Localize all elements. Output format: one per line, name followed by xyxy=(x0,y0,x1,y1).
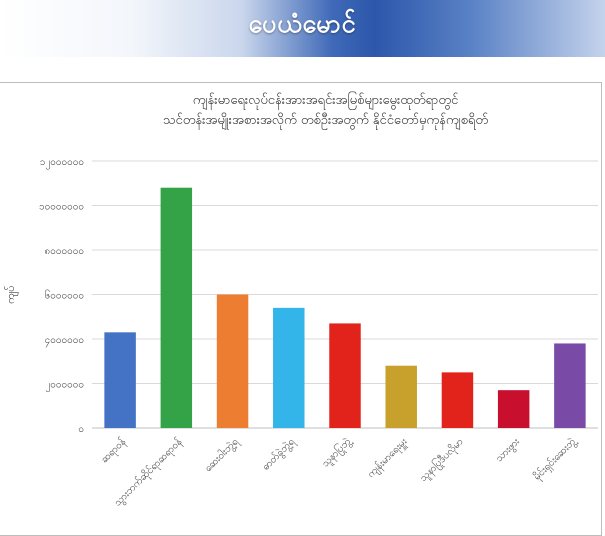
x-tick-label: သားဖွား xyxy=(494,436,524,466)
chart-title-line-2: သင်တန်းအမျိုးအစားအလိုက် တစ်ဦးအတွက် နိုင်… xyxy=(162,113,489,128)
bar xyxy=(329,323,361,428)
chart-container: ကျန်းမာရေးလုပ်ငန်းအားအရင်းအမြစ်များမွေးထ… xyxy=(0,82,602,536)
header-banner: ပေယံမောင် xyxy=(0,0,605,57)
banner-title: ပေယံမောင် xyxy=(248,9,357,38)
y-tick-label: ၆၀၀၀၀၀၀ xyxy=(45,289,84,302)
y-tick-label: ၈၀၀၀၀၀၀ xyxy=(45,246,84,257)
bar xyxy=(273,307,305,428)
y-tick-label: ၁၀၀၀၀၀၀၀ xyxy=(39,202,84,213)
bar xyxy=(160,187,193,428)
bar-chart: ၀ ၂၀၀၀၀၀၀ ၄၀၀၀၀၀၀ ၆၀၀၀၀၀၀ ၈၀၀၀၀၀၀ ၁၀၀၀၀၀၀၀ ၁၂၀… xyxy=(4,157,598,510)
y-tick-label: ၂၀၀၀၀၀၀ xyxy=(45,380,84,393)
x-tick-label: သူနာပြုဒီပလိုမာ xyxy=(416,434,467,485)
bar xyxy=(554,343,586,428)
bar xyxy=(497,390,530,428)
x-tick-label: ဆေးဝါးဘွဲ့ရ xyxy=(201,435,242,476)
x-tick-label: သူနာပြုဘွဲ့ xyxy=(318,433,356,471)
x-tick-label: မိုင်းရှင်းဆေးဘွဲ့ xyxy=(530,433,581,484)
chart-title-line-1: ကျန်းမာရေးလုပ်ငန်းအားအရင်းအမြစ်များမွေးထ… xyxy=(192,93,459,108)
y-tick-label: ၁၂၀၀၀၀၀၀ xyxy=(40,157,84,170)
x-tick-label: ဓာတ်ခွဲဘွဲ့ရ xyxy=(259,435,298,474)
bar xyxy=(104,332,136,428)
y-tick-label: ၀ xyxy=(78,424,84,435)
x-tick-label: ဆရာဝန် xyxy=(98,435,130,467)
chart-title: ကျန်းမာရေးလုပ်ငန်းအားအရင်းအမြစ်များမွေးထ… xyxy=(60,91,591,131)
x-tick-label: ကျန်းမာရေးမှူး xyxy=(364,435,411,482)
bar xyxy=(385,365,417,428)
y-tick-label: ၄၀၀၀၀၀၀ xyxy=(45,335,84,348)
bar xyxy=(441,372,474,428)
y-axis-label: ကျပ် xyxy=(4,285,19,303)
bar xyxy=(216,294,249,428)
